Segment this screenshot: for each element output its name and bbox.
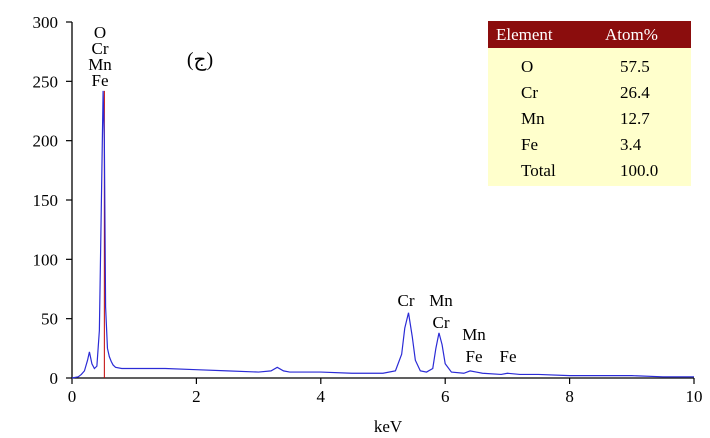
table-header-background	[488, 21, 691, 48]
x-tick-label: 0	[68, 387, 77, 406]
x-tick-label: 10	[686, 387, 703, 406]
x-tick-label: 2	[192, 387, 201, 406]
peak-label: Mn	[462, 325, 486, 344]
x-tick-label: 8	[565, 387, 574, 406]
panel-label: (ج)	[187, 49, 213, 71]
table-cell-element: Fe	[521, 135, 538, 154]
x-tick-label: 6	[441, 387, 450, 406]
table-cell-element: Total	[521, 161, 556, 180]
y-ticks: 0 50 100 150 200 250 300	[33, 13, 72, 388]
peak-label: O	[94, 23, 106, 42]
peak-label: Fe	[466, 347, 483, 366]
y-tick-label: 200	[33, 132, 59, 151]
table-body-background	[488, 48, 691, 186]
x-axis-title: keV	[374, 417, 403, 436]
table-cell-value: 3.4	[620, 135, 642, 154]
peak-label: Cr	[433, 313, 450, 332]
table-cell-value: 26.4	[620, 83, 650, 102]
peak-label: Cr	[398, 291, 415, 310]
x-tick-label: 4	[317, 387, 326, 406]
table-cell-element: O	[521, 57, 533, 76]
table-cell-value: 100.0	[620, 161, 658, 180]
y-tick-label: 300	[33, 13, 59, 32]
peak-label: Mn	[88, 55, 112, 74]
y-tick-label: 100	[33, 250, 59, 269]
peak-label: Cr	[92, 39, 109, 58]
element-table: Element Atom% O 57.5 Cr 26.4 Mn 12.7 Fe …	[488, 21, 691, 186]
peak-label: Fe	[92, 71, 109, 90]
y-tick-label: 0	[50, 369, 59, 388]
y-tick-label: 250	[33, 72, 59, 91]
y-tick-label: 150	[33, 191, 59, 210]
spectrum-line	[71, 90, 694, 379]
x-ticks: 0 2 4 6 8 10	[68, 378, 703, 406]
table-cell-value: 57.5	[620, 57, 650, 76]
table-cell-value: 12.7	[620, 109, 650, 128]
table-cell-element: Mn	[521, 109, 545, 128]
peak-label: Fe	[500, 347, 517, 366]
peak-label: Mn	[429, 291, 453, 310]
table-header-element: Element	[496, 25, 553, 44]
table-cell-element: Cr	[521, 83, 538, 102]
table-header-atom-percent: Atom%	[605, 25, 658, 44]
y-tick-label: 50	[41, 310, 58, 329]
